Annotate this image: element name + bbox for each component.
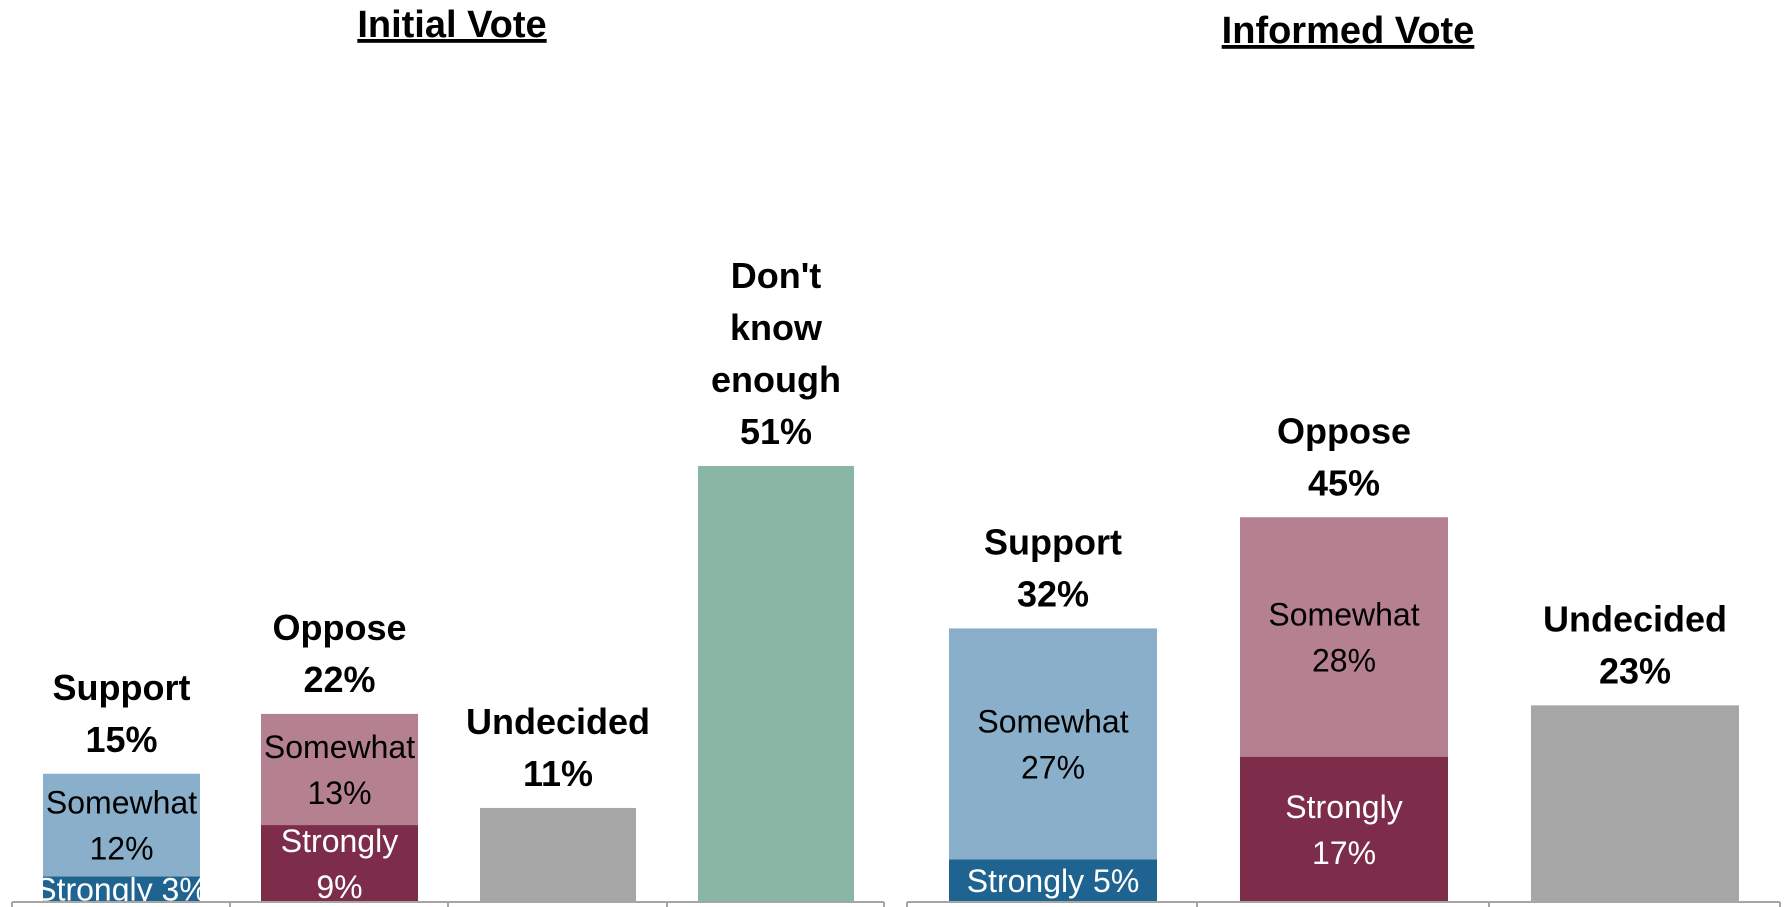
initial-undecided-category-label: 11% [523, 753, 593, 794]
initial-support-category-label: Support [53, 667, 191, 708]
informed-support-category-label: Support [984, 521, 1122, 562]
informed-vote-title: Informed Vote [1222, 10, 1475, 52]
initial-support-support-strongly-label: Strongly 3% [35, 872, 208, 907]
informed-undecided-category-label: Undecided [1543, 598, 1727, 639]
initial-oppose-oppose-strongly-label: Strongly [281, 823, 398, 859]
informed-oppose-oppose-strongly-bar [1240, 756, 1448, 902]
initial-support-support-somewhat-bar [43, 773, 200, 877]
informed-support-support-somewhat-label: 27% [1021, 749, 1085, 785]
informed-support-support-somewhat-bar [949, 628, 1157, 860]
informed-oppose-category-label: Oppose [1277, 410, 1411, 451]
initial-oppose-oppose-somewhat-bar [261, 713, 418, 826]
initial-oppose-oppose-strongly-bar [261, 825, 418, 902]
initial-support-category-label: 15% [85, 719, 157, 760]
initial-oppose-oppose-somewhat-label: Somewhat [264, 729, 415, 765]
informed-oppose-oppose-strongly-label: Strongly [1285, 789, 1402, 825]
initial-support-support-strongly-bar [43, 876, 200, 902]
initial-dont-know-enough-category-label: 51% [740, 411, 812, 452]
initial-oppose-oppose-strongly-label: 9% [316, 869, 362, 905]
initial-oppose-category-label: 22% [303, 659, 375, 700]
initial-undecided-category-label: Undecided [466, 701, 650, 742]
initial-vote-panel: Initial Vote Strongly 3% Somewhat 12% Suppo… [11, 4, 885, 907]
informed-support-support-somewhat-label: Somewhat [977, 703, 1128, 739]
initial-oppose-category-label: Oppose [272, 607, 406, 648]
informed-oppose-category-label: 45% [1308, 462, 1380, 503]
informed-undecided-category-label: 23% [1599, 650, 1671, 691]
informed-oppose-oppose-somewhat-bar [1240, 517, 1448, 757]
informed-undecided-undecided-bar [1531, 705, 1739, 902]
informed-oppose-oppose-somewhat-label: Somewhat [1268, 596, 1419, 632]
initial-dont-know-enough-category-label: know [730, 307, 823, 348]
initial-support-support-somewhat-label: Somewhat [46, 785, 197, 821]
initial-dont-know-enough-category-label: Don't [731, 255, 822, 296]
initial-dont-know-enough-dont-know-bar [698, 465, 854, 902]
initial-support-support-somewhat-label: 12% [89, 831, 153, 867]
initial-undecided-undecided-bar [480, 807, 636, 902]
informed-vote-panel: Informed Vote Strongly 5% Somewhat 27% Supp… [906, 10, 1781, 907]
informed-support-category-label: 32% [1017, 573, 1089, 614]
initial-dont-know-enough-category-label: enough [711, 359, 841, 400]
initial-oppose-oppose-somewhat-label: 13% [307, 775, 371, 811]
informed-support-support-strongly-label: Strongly 5% [967, 863, 1140, 899]
informed-oppose-oppose-somewhat-label: 28% [1312, 642, 1376, 678]
informed-support-support-strongly-bar [949, 859, 1157, 902]
initial-vote-title: Initial Vote [357, 4, 546, 46]
informed-oppose-oppose-strongly-label: 17% [1312, 835, 1376, 871]
